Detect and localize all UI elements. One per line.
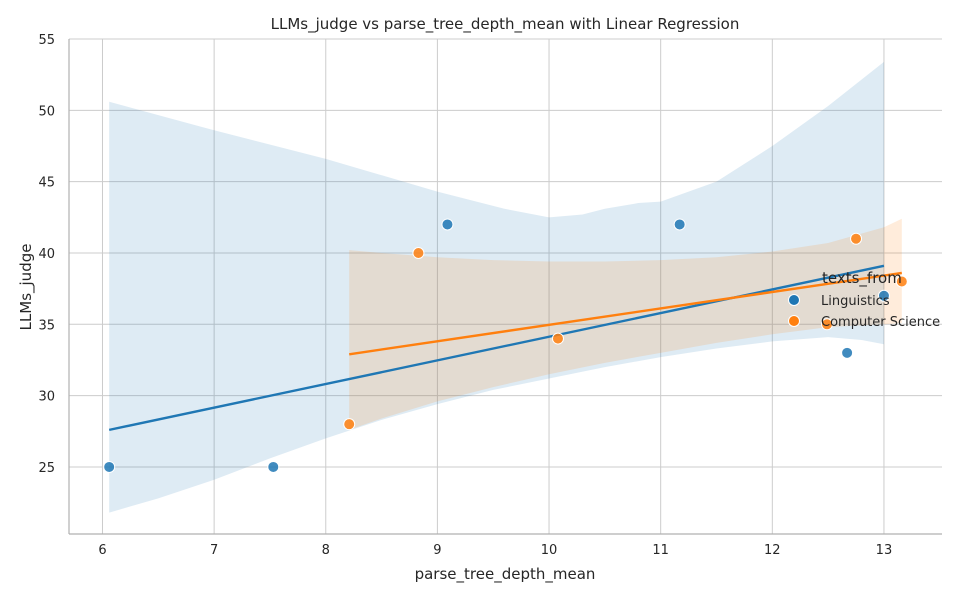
y-axis-label: LLMs_judge — [17, 244, 36, 331]
x-tick-label: 11 — [652, 543, 669, 558]
legend: texts_from Linguistics Computer Science — [788, 269, 940, 330]
data-point-linguistics — [441, 218, 454, 231]
chart-title: LLMs_judge vs parse_tree_depth_mean with… — [271, 15, 740, 34]
x-tick-label: 8 — [322, 543, 330, 558]
legend-label-computer-science: Computer Science — [821, 315, 940, 330]
y-tick-label: 30 — [38, 390, 55, 405]
data-points — [103, 218, 908, 473]
confidence-band-computer-science — [349, 218, 902, 430]
x-tick-labels: 6 7 8 9 10 11 12 13 — [98, 543, 892, 558]
x-axis-label: parse_tree_depth_mean — [415, 565, 596, 584]
data-point-linguistics — [841, 346, 854, 359]
x-tick-label: 9 — [433, 543, 441, 558]
y-tick-label: 25 — [38, 461, 55, 476]
regression-line-computer-science — [349, 271, 902, 356]
y-tick-label: 50 — [38, 104, 55, 119]
data-point-computer-science — [412, 246, 425, 259]
y-tick-label: 40 — [38, 247, 55, 262]
data-point-computer-science — [895, 275, 908, 288]
x-tick-label: 6 — [98, 543, 106, 558]
x-tick-label: 7 — [210, 543, 218, 558]
legend-marker-linguistics — [788, 294, 800, 306]
regression-line-linguistics — [108, 264, 885, 432]
y-tick-label: 45 — [38, 176, 55, 191]
y-tick-label: 55 — [38, 33, 55, 48]
y-tick-labels: 25 30 35 40 45 50 55 — [38, 33, 55, 476]
legend-marker-computer-science — [788, 315, 800, 327]
data-point-computer-science — [821, 318, 834, 331]
legend-title: texts_from — [822, 269, 902, 288]
data-point-linguistics — [103, 460, 116, 473]
x-tick-label: 13 — [876, 543, 893, 558]
data-point-linguistics — [267, 460, 280, 473]
data-point-computer-science — [343, 418, 356, 431]
regression-lines — [108, 264, 902, 432]
data-point-computer-science — [850, 232, 863, 245]
axes — [68, 39, 942, 535]
y-tick-label: 35 — [38, 318, 55, 333]
legend-label-linguistics: Linguistics — [821, 294, 890, 309]
data-point-linguistics — [673, 218, 686, 231]
x-tick-label: 10 — [541, 543, 558, 558]
x-tick-label: 12 — [764, 543, 781, 558]
data-point-linguistics — [877, 289, 890, 302]
confidence-bands — [109, 61, 902, 513]
data-point-computer-science — [551, 332, 564, 345]
confidence-band-linguistics — [109, 61, 884, 513]
